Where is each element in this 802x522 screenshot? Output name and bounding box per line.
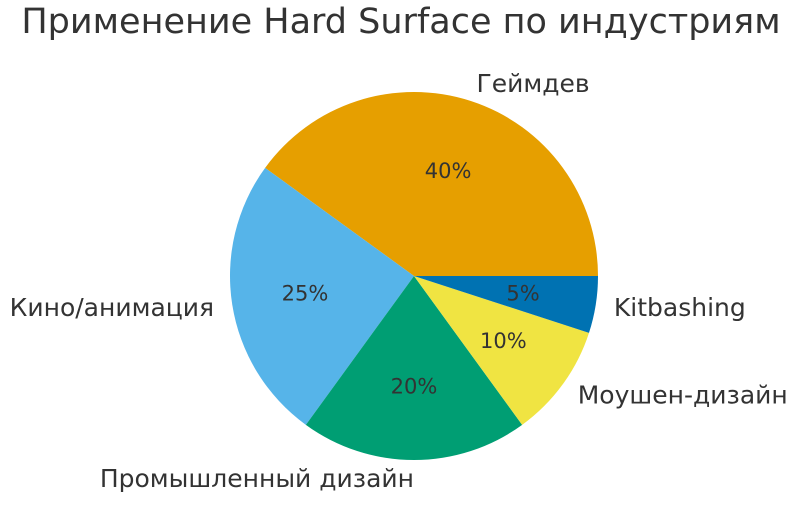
slice-percent-label: 20% <box>391 374 438 398</box>
pie-slice-4 <box>414 276 589 425</box>
slice-percent-label: 25% <box>282 281 329 305</box>
slice-category-label: Кино/анимация <box>10 293 214 322</box>
pie-slice-1 <box>265 92 598 276</box>
pie-slice-3 <box>305 276 523 461</box>
chart-title: Применение Hard Surface по индустриям <box>21 2 781 42</box>
pie-slice-2 <box>230 167 414 425</box>
slice-category-label: Kitbashing <box>614 293 746 322</box>
slice-category-label: Промышленный дизайн <box>100 464 414 493</box>
pie-slices <box>230 92 598 461</box>
slice-percent-label: 40% <box>425 159 472 183</box>
slice-category-label: Геймдев <box>477 69 590 98</box>
slice-percent-label: 5% <box>506 281 539 305</box>
slice-percent-label: 10% <box>480 329 527 353</box>
pie-slice-5 <box>414 276 598 333</box>
pie-labels: 40% Геймдев 25% Кино/анимация 20% Промышленны… <box>10 69 788 493</box>
slice-category-label: Моушен-дизайн <box>578 380 788 409</box>
